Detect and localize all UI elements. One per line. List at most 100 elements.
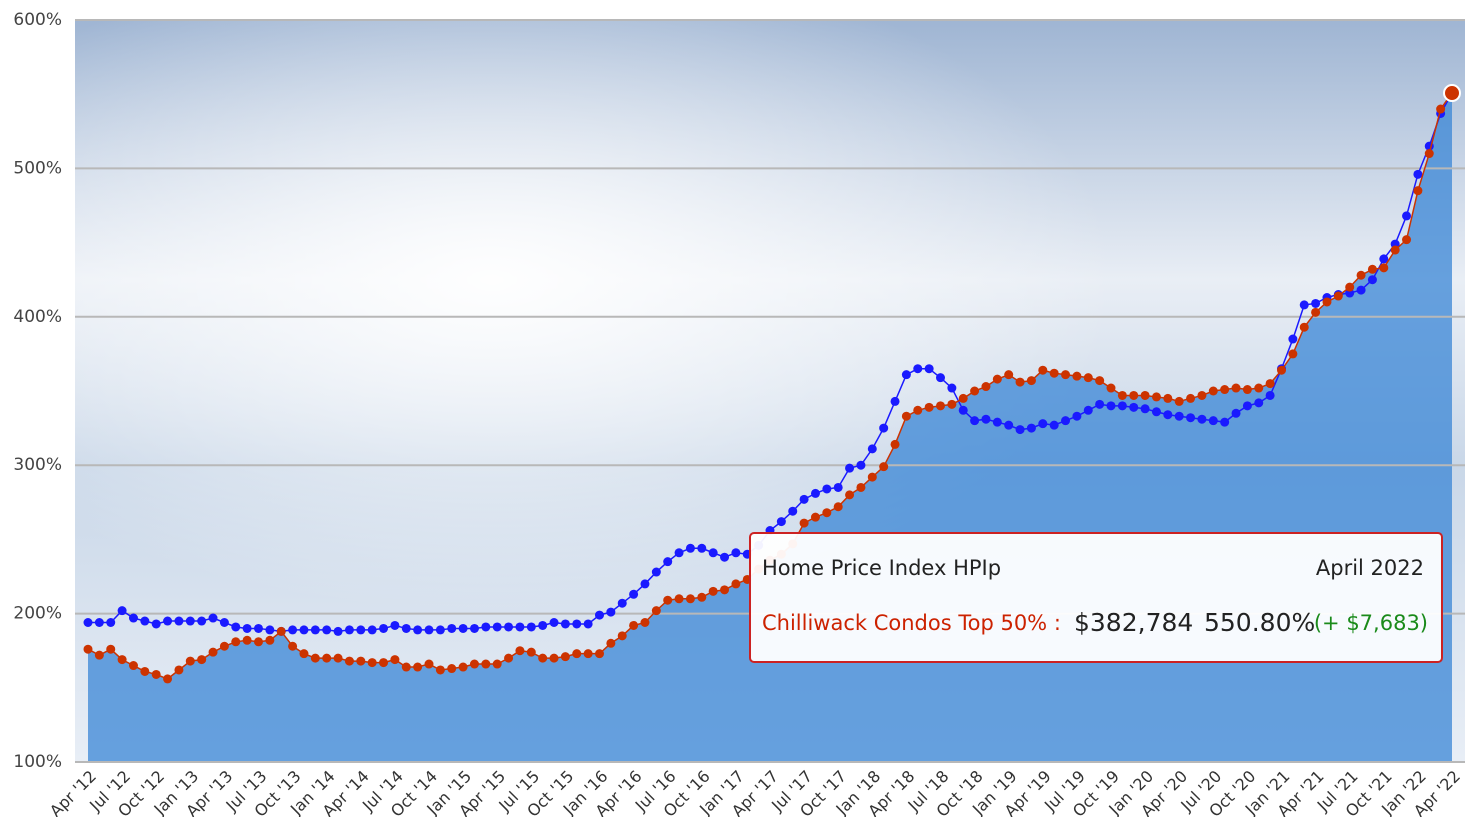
data-point	[209, 648, 218, 657]
data-point	[777, 517, 786, 526]
data-point	[481, 660, 490, 669]
data-point	[368, 625, 377, 634]
data-point	[1084, 373, 1093, 382]
data-point	[1444, 85, 1460, 101]
data-point	[902, 370, 911, 379]
data-point	[1152, 407, 1161, 416]
data-point	[470, 660, 479, 669]
data-point	[515, 622, 524, 631]
data-point	[1095, 376, 1104, 385]
data-point	[152, 670, 161, 679]
data-point	[95, 618, 104, 627]
tooltip-box	[750, 533, 1442, 662]
data-point	[1027, 424, 1036, 433]
data-point	[1254, 384, 1263, 393]
data-point	[1163, 410, 1172, 419]
data-point	[174, 617, 183, 626]
data-point	[459, 624, 468, 633]
data-point	[640, 618, 649, 627]
data-point	[538, 654, 547, 663]
data-point	[1300, 300, 1309, 309]
data-point	[1118, 391, 1127, 400]
data-point	[1368, 275, 1377, 284]
data-point	[425, 660, 434, 669]
data-point	[947, 400, 956, 409]
y-tick-label: 100%	[13, 752, 62, 772]
data-point	[265, 625, 274, 634]
data-point	[1050, 369, 1059, 378]
y-tick-label: 300%	[13, 455, 62, 475]
tooltip-date: April 2022	[1316, 556, 1424, 580]
data-point	[1016, 425, 1025, 434]
data-point	[231, 622, 240, 631]
tooltip-percent: 550.80%	[1204, 608, 1315, 637]
data-point	[1186, 394, 1195, 403]
data-point	[447, 624, 456, 633]
data-point	[936, 373, 945, 382]
data-point	[686, 544, 695, 553]
data-point	[186, 617, 195, 626]
data-point	[152, 619, 161, 628]
data-point	[550, 618, 559, 627]
data-point	[709, 548, 718, 557]
data-point	[1197, 415, 1206, 424]
data-point	[1357, 286, 1366, 295]
data-point	[834, 502, 843, 511]
data-point	[970, 416, 979, 425]
data-point	[629, 590, 638, 599]
data-point	[1402, 211, 1411, 220]
data-point	[288, 642, 297, 651]
data-point	[1175, 412, 1184, 421]
data-point	[834, 483, 843, 492]
tooltip-title: Home Price Index HPIp	[762, 556, 1001, 580]
data-point	[606, 608, 615, 617]
data-point	[1311, 299, 1320, 308]
data-point	[334, 627, 343, 636]
data-point	[1129, 391, 1138, 400]
data-point	[1288, 349, 1297, 358]
data-point	[459, 663, 468, 672]
data-point	[584, 619, 593, 628]
data-point	[118, 606, 127, 615]
data-point	[913, 364, 922, 373]
data-point	[1345, 283, 1354, 292]
data-point	[1141, 391, 1150, 400]
data-point	[481, 622, 490, 631]
data-point	[595, 649, 604, 658]
data-point	[947, 384, 956, 393]
data-point	[1061, 370, 1070, 379]
data-point	[299, 649, 308, 658]
data-point	[197, 617, 206, 626]
data-point	[231, 637, 240, 646]
data-point	[1084, 406, 1093, 415]
data-point	[515, 646, 524, 655]
data-point	[129, 614, 138, 623]
data-point	[129, 661, 138, 670]
data-point	[1300, 323, 1309, 332]
data-point	[913, 406, 922, 415]
data-point	[436, 625, 445, 634]
data-point	[925, 403, 934, 412]
data-point	[1141, 404, 1150, 413]
data-point	[959, 406, 968, 415]
y-tick-label: 200%	[13, 604, 62, 624]
data-point	[1277, 366, 1286, 375]
data-point	[788, 507, 797, 516]
data-point	[811, 489, 820, 498]
data-point	[845, 464, 854, 473]
data-point	[663, 596, 672, 605]
data-point	[504, 654, 513, 663]
data-point	[1220, 418, 1229, 427]
data-point	[1413, 186, 1422, 195]
data-point	[800, 519, 809, 528]
data-point	[186, 657, 195, 666]
data-point	[1118, 401, 1127, 410]
data-point	[197, 655, 206, 664]
data-point	[1220, 385, 1229, 394]
data-point	[1436, 105, 1445, 114]
data-point	[1254, 398, 1263, 407]
data-point	[470, 624, 479, 633]
data-point	[811, 513, 820, 522]
data-point	[1072, 372, 1081, 381]
data-point	[1197, 391, 1206, 400]
